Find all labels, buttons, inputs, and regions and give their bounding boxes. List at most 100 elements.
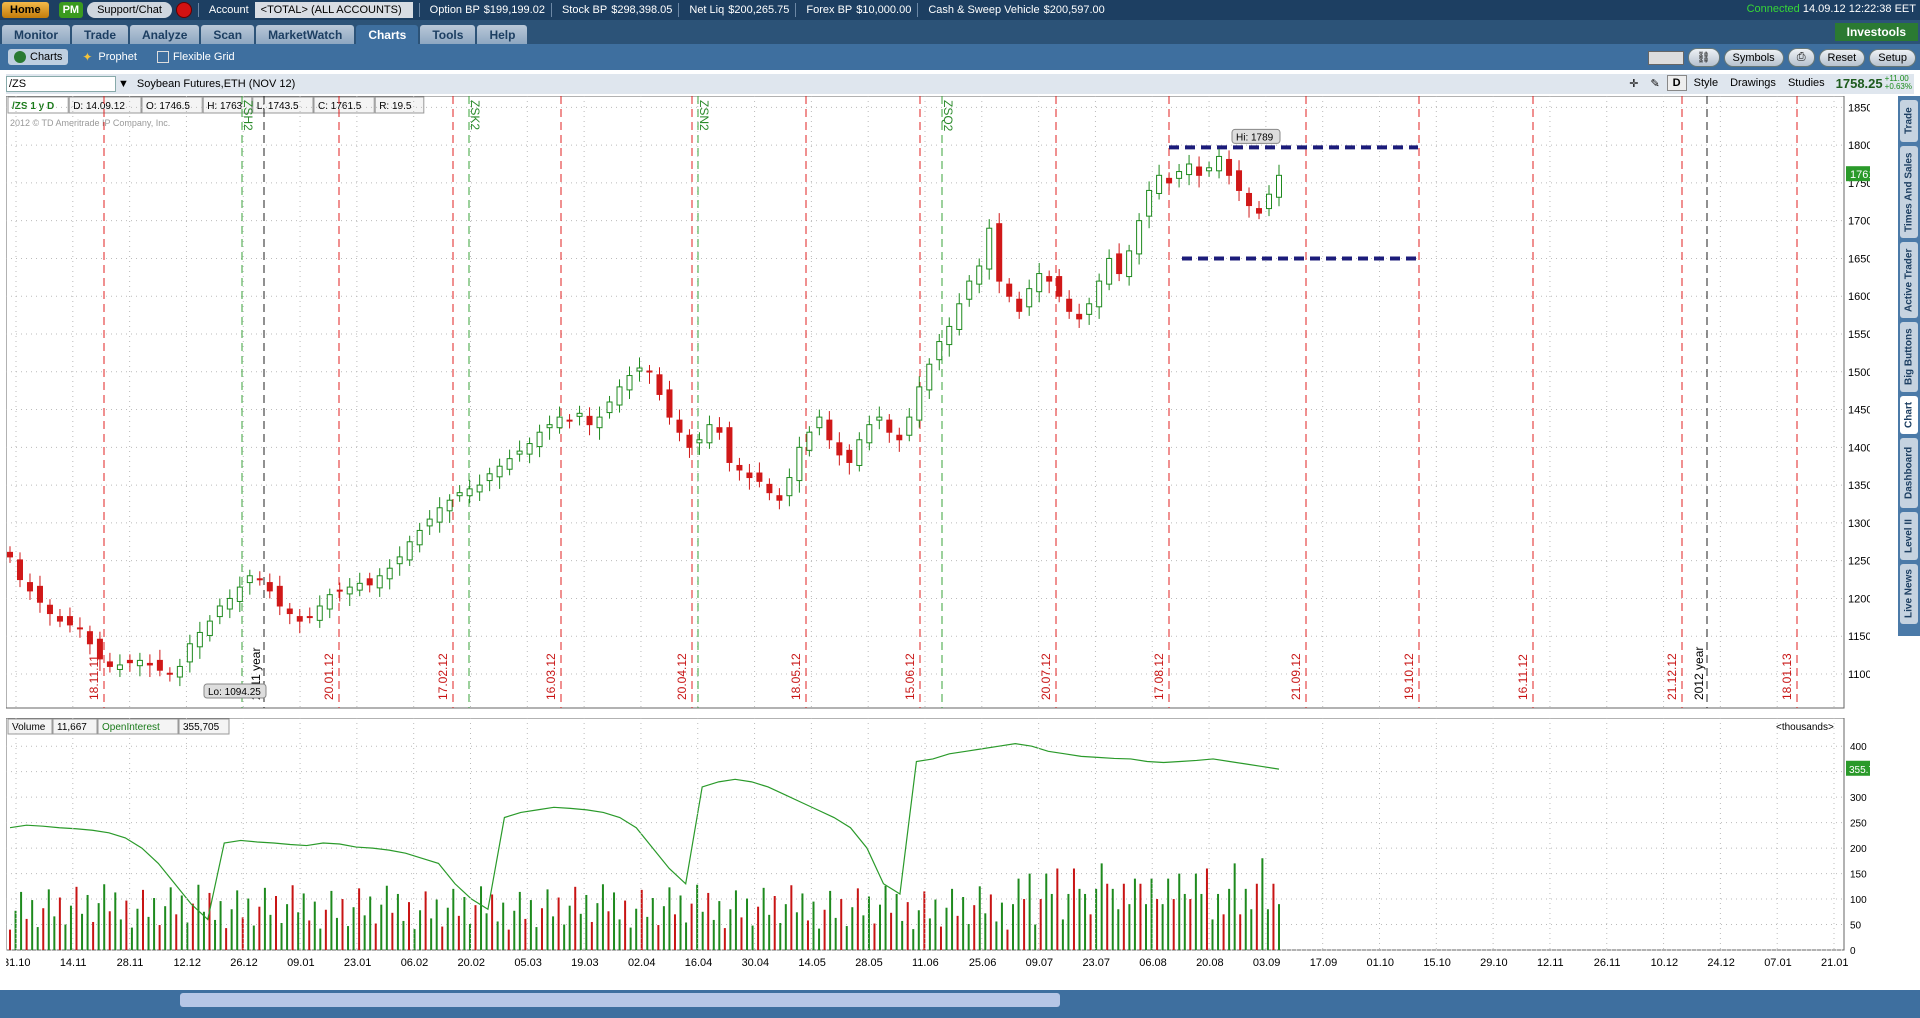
- candle-body: [1066, 298, 1073, 312]
- pencil-icon[interactable]: ✎: [1650, 77, 1660, 90]
- prophet-subtab[interactable]: ✦ Prophet: [76, 49, 143, 65]
- candle-body: [586, 415, 593, 426]
- account-select[interactable]: <TOTAL> (ALL ACCOUNTS): [254, 2, 413, 18]
- setup-button[interactable]: Setup: [1869, 48, 1916, 67]
- reset-button[interactable]: Reset: [1818, 48, 1866, 67]
- side-tab-live-news[interactable]: Live News: [1900, 564, 1918, 624]
- chart-toolbar: /ZS ▼ Soybean Futures,ETH (NOV 12) ✛ ✎ D…: [6, 74, 1914, 94]
- cash-label: Cash & Sweep Vehicle: [928, 4, 1040, 16]
- candle-body: [766, 483, 773, 494]
- candle-body: [146, 662, 153, 666]
- candle-body: [1106, 257, 1113, 285]
- last-price: 1758.25: [1835, 75, 1883, 91]
- x-tick-label: 14.11: [60, 957, 87, 969]
- candle-body: [1186, 163, 1193, 176]
- side-tab-big-buttons[interactable]: Big Buttons: [1900, 322, 1918, 392]
- alert-icon[interactable]: [175, 2, 192, 18]
- style-button[interactable]: Style: [1693, 77, 1719, 89]
- drawings-button[interactable]: Drawings: [1730, 77, 1776, 89]
- print-icon[interactable]: ⎙: [1787, 48, 1815, 67]
- pm-button[interactable]: PM: [58, 2, 84, 18]
- subbar-actions: ⛓ Symbols ⎙ Reset Setup: [1647, 48, 1916, 67]
- chevron-down-icon[interactable]: ▼: [118, 78, 129, 90]
- tab-marketwatch[interactable]: MarketWatch: [256, 25, 355, 44]
- tab-trade[interactable]: Trade: [72, 25, 129, 44]
- candle-body: [936, 341, 943, 361]
- candle-body: [856, 439, 863, 466]
- expiration-label: 21.09.12: [1289, 653, 1303, 700]
- candle-body: [976, 265, 983, 285]
- divider: [678, 3, 680, 17]
- prophet-subtab-label: Prophet: [98, 51, 137, 63]
- candle-body: [156, 659, 163, 671]
- flexible-grid-subtab[interactable]: Flexible Grid: [151, 49, 241, 65]
- stock-bp-label: Stock BP: [561, 4, 608, 16]
- candle-body: [776, 495, 783, 501]
- investools-button[interactable]: Investools: [1834, 23, 1918, 41]
- candle-body: [196, 631, 203, 648]
- tab-scan[interactable]: Scan: [201, 25, 255, 44]
- side-tab-times-and-sales[interactable]: Times And Sales: [1900, 146, 1918, 238]
- candle-body: [786, 477, 793, 497]
- candle-body: [136, 659, 143, 667]
- side-tab-level-ii[interactable]: Level II: [1900, 512, 1918, 560]
- volume-chart[interactable]: Volume 11,667 OpenInterest 355,705 <thousand…: [6, 718, 1870, 970]
- expiration-label: 17.08.12: [1152, 653, 1166, 700]
- x-tick-label: 26.11: [1594, 957, 1621, 969]
- x-tick-label: 20.08: [1196, 957, 1224, 969]
- x-tick-label: 07.01: [1764, 957, 1792, 969]
- horizontal-scrollbar[interactable]: [180, 993, 1060, 1007]
- volume-y-tick: 100: [1850, 895, 1867, 906]
- candle-body: [876, 416, 883, 421]
- volume-header-box: [7, 718, 53, 735]
- candle-body: [726, 427, 733, 463]
- symbols-button[interactable]: Symbols: [1723, 48, 1784, 67]
- candle-body: [896, 434, 903, 441]
- candle-body: [916, 386, 923, 421]
- candle-body: [816, 416, 823, 429]
- star-icon: ✦: [82, 50, 93, 64]
- tab-tools[interactable]: Tools: [420, 25, 476, 44]
- side-tab-chart[interactable]: Chart: [1900, 396, 1918, 434]
- x-tick-label: 06.08: [1139, 957, 1167, 969]
- candle-body: [336, 589, 343, 592]
- candle-body: [1056, 276, 1063, 297]
- price-chart[interactable]: /ZS 1 y D D: 14.09.12 O: 1746.5 H: 1763 L: 1…: [6, 96, 1870, 714]
- tab-analyze[interactable]: Analyze: [130, 25, 200, 44]
- expiration-label: 16.11.12: [1516, 654, 1530, 700]
- tab-charts[interactable]: Charts: [356, 25, 419, 44]
- candle-body: [606, 401, 613, 414]
- change-percent: +0.63%: [1884, 82, 1912, 91]
- support-chat-button[interactable]: Support/Chat: [87, 2, 172, 18]
- side-tab-trade[interactable]: Trade: [1900, 100, 1918, 142]
- divider: [550, 3, 552, 17]
- candle-body: [686, 434, 693, 448]
- hi-label: Hi: 1789: [1236, 132, 1274, 143]
- ohlc-box: [141, 96, 203, 114]
- expiration-label: 17.02.12: [436, 653, 450, 700]
- candle-body: [806, 431, 813, 451]
- last-price-tag-label: 1761.5: [1850, 169, 1870, 181]
- expiration-label: 18.05.12: [789, 653, 803, 700]
- crosshair-icon[interactable]: ✛: [1629, 77, 1639, 90]
- tab-monitor[interactable]: Monitor: [2, 25, 70, 44]
- home-button[interactable]: Home: [2, 2, 49, 18]
- candle-body: [446, 499, 453, 512]
- lo-label-box: [203, 683, 267, 699]
- x-tick-label: 06.02: [401, 957, 429, 969]
- side-tab-active-trader[interactable]: Active Trader: [1900, 242, 1918, 318]
- charts-subtab[interactable]: Charts: [8, 49, 69, 65]
- symbol-input[interactable]: /ZS: [6, 76, 116, 92]
- candle-body: [1136, 220, 1143, 255]
- link-icon[interactable]: ⛓: [1687, 48, 1720, 67]
- candle-body: [1016, 298, 1023, 312]
- studies-button[interactable]: Studies: [1787, 77, 1825, 89]
- layout-selector[interactable]: [1647, 50, 1684, 65]
- side-tab-dashboard[interactable]: Dashboard: [1900, 438, 1918, 508]
- candle-body: [1156, 174, 1163, 194]
- x-tick-label: 17.09: [1310, 957, 1338, 969]
- aggregation-button[interactable]: D: [1666, 75, 1687, 91]
- ohlc-c: C: 1761.5: [318, 101, 362, 112]
- tab-help[interactable]: Help: [477, 25, 528, 44]
- contract-label: ZSH2: [241, 100, 255, 131]
